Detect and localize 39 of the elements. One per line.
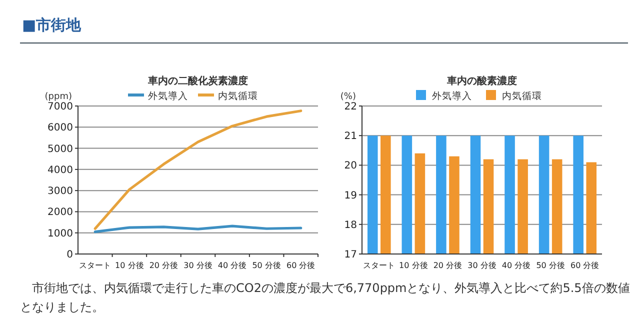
x-tick-label: スタート	[363, 261, 396, 270]
y-tick-label: 20	[344, 160, 357, 172]
legend-label: 内気循環	[218, 90, 258, 102]
y-tick-label: 1000	[48, 228, 73, 240]
y-tick-label: 18	[344, 220, 357, 231]
chart-title: 車内の二酸化炭素濃度	[147, 75, 248, 87]
chart-title: 車内の酸素濃度	[446, 75, 517, 87]
x-tick-label: 10 分後	[115, 261, 144, 270]
x-tick-label: 20 分後	[149, 261, 178, 270]
x-tick-label: 30 分後	[468, 261, 496, 270]
y-tick-label: 21	[344, 131, 357, 142]
x-tick-label: 60 分後	[570, 261, 600, 270]
text: ■市街地	[22, 16, 82, 34]
y-tick-label: 17	[344, 250, 357, 260]
y-tick-label: 5000	[48, 144, 73, 155]
x-tick-label: 20 分後	[433, 261, 462, 270]
y-tick-label: 6000	[48, 122, 73, 134]
y-tick-label: 7000	[48, 102, 73, 112]
x-tick-label: 40 分後	[218, 261, 247, 270]
y-axis-title: (ppm)	[44, 92, 72, 102]
text: 市街地では、内気循環で走行した車のCO2の濃度が最大で6,770ppmとなり、外気導入と比べて約5.5倍の数値となりました。	[20, 280, 631, 316]
y-tick-label: 3000	[48, 186, 73, 198]
x-tick-label: 10 分後	[399, 261, 428, 270]
y-tick-label: 19	[344, 190, 357, 202]
y-tick-label: 22	[344, 102, 357, 112]
x-tick-label: 50 分後	[252, 261, 281, 270]
legend-label: 外気導入	[148, 90, 188, 102]
y-tick-label: 4000	[48, 164, 73, 176]
x-tick-label: スタート	[79, 261, 112, 270]
y-tick-label: 2000	[48, 207, 73, 218]
x-tick-label: 60 分後	[286, 261, 316, 270]
line-series	[94, 110, 302, 230]
y-tick-label: 0	[66, 250, 73, 260]
x-tick-label: 50 分後	[536, 261, 565, 270]
y-axis-title: (%)	[340, 92, 356, 102]
x-tick-label: 40 分後	[502, 261, 531, 270]
legend-label: 内気循環	[502, 90, 542, 102]
x-tick-label: 30 分後	[184, 261, 212, 270]
legend-label: 外気導入	[432, 90, 472, 102]
